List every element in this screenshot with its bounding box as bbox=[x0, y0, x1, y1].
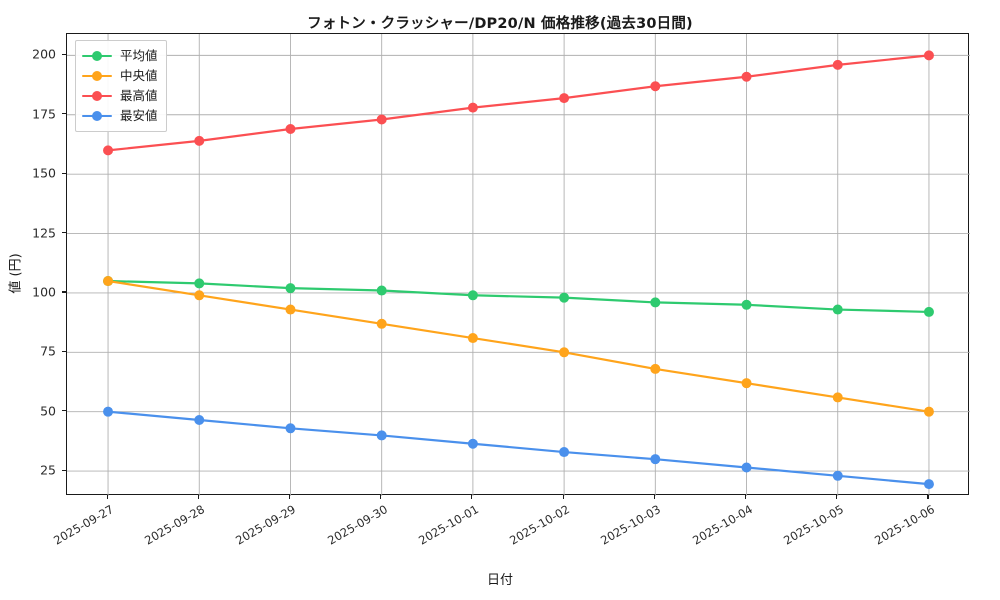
legend-marker-icon bbox=[82, 89, 112, 103]
data-point bbox=[559, 347, 570, 358]
data-point bbox=[285, 124, 296, 135]
data-point bbox=[741, 299, 752, 310]
y-axis-label: 値 (円) bbox=[8, 253, 24, 294]
data-point bbox=[923, 406, 934, 417]
x-tick-mark bbox=[836, 495, 838, 499]
data-point bbox=[467, 290, 478, 301]
series-line-4 bbox=[103, 406, 934, 490]
x-tick-label: 2025-10-01 bbox=[416, 502, 481, 548]
legend-item-1[interactable]: 平均値 bbox=[82, 46, 158, 66]
y-tick-label: 50 bbox=[40, 403, 56, 419]
y-tick-mark bbox=[62, 291, 66, 293]
data-point bbox=[103, 276, 114, 287]
data-point bbox=[832, 392, 843, 403]
y-tick-mark bbox=[62, 410, 66, 412]
series-line-3 bbox=[103, 50, 934, 156]
plot-area bbox=[66, 33, 970, 496]
x-tick-mark bbox=[380, 495, 382, 499]
y-tick-mark bbox=[62, 113, 66, 115]
x-tick-mark bbox=[927, 495, 929, 499]
data-point bbox=[376, 430, 387, 441]
data-point bbox=[741, 378, 752, 389]
x-tick-label: 2025-09-28 bbox=[142, 502, 208, 548]
data-point bbox=[650, 454, 661, 465]
legend-item-label: 中央値 bbox=[120, 67, 158, 83]
y-tick-label: 200 bbox=[32, 46, 56, 62]
data-point bbox=[194, 290, 205, 301]
y-tick-mark bbox=[62, 469, 66, 471]
legend-item-label: 平均値 bbox=[120, 47, 158, 63]
data-point bbox=[741, 71, 752, 82]
x-tick-mark bbox=[471, 495, 473, 499]
y-tick-mark bbox=[62, 172, 66, 174]
legend-item-4[interactable]: 最安値 bbox=[82, 106, 158, 126]
x-tick-label: 2025-09-27 bbox=[51, 502, 117, 548]
data-point bbox=[559, 93, 570, 104]
y-tick-label: 25 bbox=[40, 462, 56, 478]
data-point bbox=[923, 306, 934, 317]
chart-legend: 平均値中央値最高値最安値 bbox=[75, 40, 167, 132]
series-line-1 bbox=[103, 276, 934, 317]
data-point bbox=[467, 438, 478, 449]
legend-item-2[interactable]: 中央値 bbox=[82, 66, 158, 86]
x-tick-mark bbox=[106, 495, 108, 499]
x-tick-label: 2025-09-29 bbox=[233, 502, 299, 548]
x-tick-label: 2025-10-06 bbox=[872, 502, 937, 548]
y-tick-label: 150 bbox=[32, 165, 56, 181]
data-point bbox=[194, 135, 205, 146]
y-tick-label: 75 bbox=[40, 343, 56, 359]
legend-item-label: 最高値 bbox=[120, 87, 158, 103]
data-point bbox=[832, 470, 843, 481]
data-point bbox=[650, 363, 661, 374]
y-tick-mark bbox=[62, 232, 66, 234]
data-point bbox=[559, 292, 570, 303]
legend-marker-icon bbox=[82, 109, 112, 123]
chart-title: フォトン・クラッシャー/DP20/N 価格推移(過去30日間) bbox=[307, 16, 693, 32]
data-point bbox=[650, 81, 661, 92]
x-axis-label: 日付 bbox=[486, 573, 513, 588]
legend-item-3[interactable]: 最高値 bbox=[82, 86, 158, 106]
legend-item-label: 最安値 bbox=[120, 107, 158, 123]
data-point bbox=[285, 423, 296, 434]
data-point bbox=[923, 479, 934, 490]
data-point bbox=[650, 297, 661, 308]
x-tick-label: 2025-10-04 bbox=[689, 502, 755, 548]
data-point bbox=[559, 447, 570, 458]
data-point bbox=[832, 304, 843, 315]
y-tick-label: 125 bbox=[32, 225, 56, 241]
data-point bbox=[741, 462, 752, 473]
series-line-2 bbox=[103, 276, 934, 417]
data-point bbox=[103, 406, 114, 417]
data-point bbox=[467, 102, 478, 113]
x-tick-mark bbox=[288, 495, 291, 499]
data-point bbox=[285, 283, 296, 294]
x-tick-label: 2025-10-03 bbox=[598, 502, 664, 548]
data-point bbox=[194, 414, 205, 425]
x-tick-label: 2025-10-02 bbox=[507, 502, 573, 548]
data-point bbox=[285, 304, 296, 315]
x-tick-mark bbox=[562, 495, 564, 499]
data-point bbox=[923, 50, 934, 61]
x-tick-label: 2025-10-05 bbox=[780, 502, 846, 548]
data-point bbox=[376, 285, 387, 296]
legend-marker-icon bbox=[82, 69, 112, 83]
y-tick-label: 175 bbox=[32, 106, 56, 122]
data-point bbox=[103, 145, 114, 156]
y-tick-label: 100 bbox=[32, 284, 56, 300]
x-tick-label: 2025-09-30 bbox=[324, 502, 390, 548]
data-point bbox=[376, 114, 387, 125]
legend-marker-icon bbox=[82, 49, 112, 63]
x-tick-mark bbox=[653, 495, 655, 499]
y-tick-mark bbox=[62, 350, 66, 352]
data-point bbox=[832, 59, 843, 70]
y-tick-mark bbox=[62, 53, 66, 55]
data-point bbox=[467, 333, 478, 344]
data-point bbox=[376, 318, 387, 329]
x-tick-mark bbox=[197, 495, 199, 499]
plot-svg bbox=[67, 34, 970, 496]
data-point bbox=[194, 278, 205, 289]
x-tick-mark bbox=[745, 495, 747, 499]
